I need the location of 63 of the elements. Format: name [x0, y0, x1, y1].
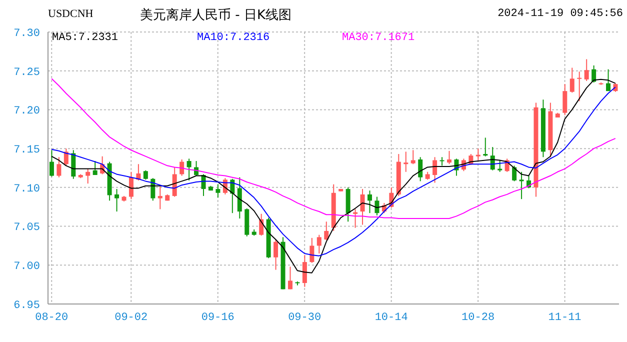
candlestick	[56, 156, 62, 178]
candlestick	[128, 171, 134, 200]
text: MA10:7.2316	[197, 32, 271, 44]
candlestick	[606, 68, 611, 92]
candlestick	[64, 148, 68, 166]
candlestick	[447, 150, 452, 165]
candlestick	[519, 171, 524, 200]
candlestick	[360, 188, 365, 226]
y-tick-label: 6.95	[14, 300, 40, 312]
candlestick	[186, 158, 192, 181]
text: 2024-11-19 09:45:56	[498, 8, 623, 20]
candlestick	[570, 67, 574, 94]
y-tick-label: 7.25	[14, 66, 40, 79]
candlestick	[158, 186, 162, 210]
text: MA5:7.2331	[52, 32, 120, 44]
candlestick	[172, 166, 177, 198]
candlestick	[410, 150, 416, 165]
x-tick-label: 09-16	[201, 312, 234, 324]
candlestick	[324, 221, 329, 241]
y-tick-label: 7.20	[14, 106, 40, 118]
candlestick	[86, 168, 90, 184]
y-tick-label: 7.05	[14, 222, 40, 234]
candlestick	[316, 234, 322, 254]
candlestick	[194, 160, 199, 176]
x-tick-label: 11-11	[548, 312, 582, 324]
candlestick	[562, 84, 568, 116]
candlestick	[404, 151, 408, 172]
x-tick-label: 08-20	[35, 312, 68, 324]
candlestick	[288, 266, 292, 290]
candlestick	[71, 150, 76, 180]
candlestick	[310, 237, 314, 264]
candlestick	[418, 156, 423, 182]
y-tick-label: 7.30	[14, 28, 40, 40]
y-tick-label: 7.10	[14, 183, 40, 196]
candlestick	[92, 160, 98, 176]
candlestick	[259, 213, 264, 236]
y-tick-label: 7.15	[14, 144, 40, 156]
candlestick	[216, 184, 220, 198]
candlestick	[237, 176, 242, 220]
x-tick-label: 10-14	[374, 312, 408, 324]
candlestick	[432, 156, 438, 184]
x-tick-label: 10-28	[462, 312, 495, 324]
candlestick	[476, 148, 480, 161]
candlestick	[512, 165, 517, 182]
candlestick	[274, 238, 278, 270]
candlestick	[114, 188, 120, 212]
x-tick-label: 09-30	[288, 312, 322, 324]
text: USDCNH	[48, 8, 94, 20]
candlestick	[49, 150, 54, 178]
candlestick	[302, 254, 307, 288]
text: MA30:7.1671	[342, 32, 416, 44]
y-tick-label: 7.00	[14, 261, 40, 274]
x-tick-label: 09-02	[114, 312, 148, 324]
candlestick	[368, 190, 372, 214]
candlestick	[374, 196, 380, 216]
candlestick	[577, 71, 582, 102]
candlestick	[143, 170, 148, 180]
candlestick	[498, 160, 502, 172]
candlestick	[353, 208, 358, 228]
line-series	[51, 78, 616, 220]
candlestick	[584, 58, 589, 82]
chart-title: 美元离岸人民币 - 日K线图	[140, 7, 292, 24]
candlestick	[483, 137, 488, 157]
